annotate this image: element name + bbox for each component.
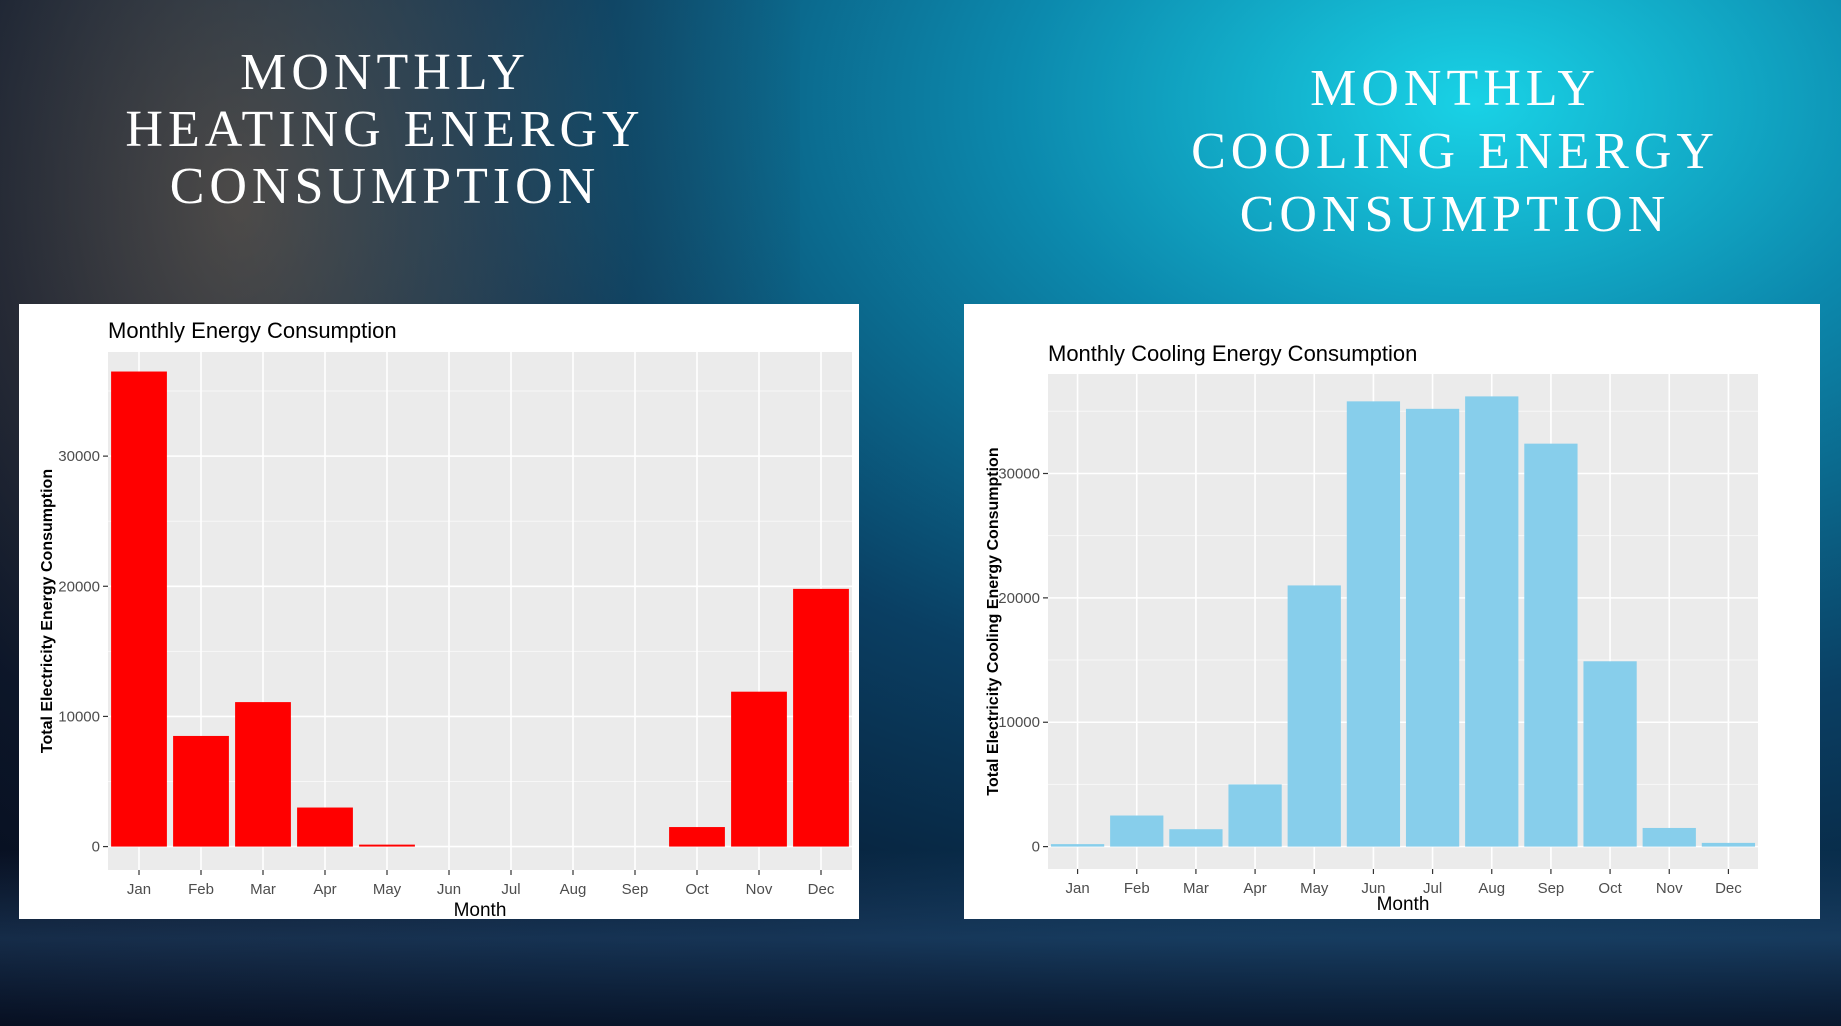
heating-x-tick-label: May [373, 881, 402, 898]
heating-y-tick-label: 10000 [58, 708, 100, 725]
cooling-x-tick-label: Dec [1715, 880, 1742, 897]
heating-chart-title: Monthly Energy Consumption [108, 318, 397, 343]
heating-x-axis-label: Month [454, 900, 507, 919]
cooling-bar-feb [1110, 815, 1164, 847]
heating-chart: Monthly Energy Consumption 0 10000 20000 300… [39, 318, 852, 921]
heating-bar-jan [111, 371, 167, 847]
heating-bar-oct [669, 827, 725, 847]
cooling-x-tick-label: Feb [1124, 880, 1150, 897]
heating-x-tick-label: Apr [313, 881, 336, 898]
cooling-title-line: CONSUMPTION [1239, 186, 1671, 243]
heating-x-tick-label: Jan [127, 881, 151, 898]
cooling-chart-title: Monthly Cooling Energy Consumption [1048, 341, 1417, 366]
cooling-x-tick-label: Jan [1065, 880, 1089, 897]
heating-plot-area [108, 352, 852, 870]
cooling-bar-jul [1405, 408, 1460, 847]
heating-chart-panel: Monthly Energy Consumption 0 10000 20000 300… [19, 304, 859, 921]
cooling-x-tick-label: Sep [1538, 880, 1565, 897]
cooling-x-tick-label: Aug [1478, 880, 1505, 897]
cooling-bar-mar [1169, 829, 1223, 847]
cooling-bar-nov [1642, 827, 1696, 847]
heating-title-line: MONTHLY [240, 44, 530, 101]
heating-x-tick-label: Jul [501, 881, 520, 898]
cooling-x-tick-label: Jun [1361, 880, 1385, 897]
cooling-chart: Monthly Cooling Energy Consumption 0 10000… [985, 341, 1758, 915]
cooling-y-tick-label: 20000 [998, 590, 1040, 607]
heating-x-tick-label: Feb [188, 881, 214, 898]
heating-x-tick-label: Jun [437, 881, 461, 898]
heating-bar-feb [173, 735, 229, 847]
cooling-title-line: MONTHLY [1310, 60, 1600, 117]
heating-bar-may [359, 844, 415, 847]
heating-bar-apr [297, 807, 353, 847]
heating-y-tick-label: 20000 [58, 578, 100, 595]
heating-title-line: HEATING ENERGY [125, 101, 645, 158]
heating-slide-title: MONTHLY HEATING ENERGY CONSUMPTION [80, 44, 690, 215]
cooling-x-tick-label: Apr [1243, 880, 1266, 897]
cooling-bar-sep [1524, 443, 1578, 847]
cooling-x-tick-label: Nov [1656, 880, 1683, 897]
heating-y-tick-label: 30000 [58, 448, 100, 465]
heating-y-axis-label: Total Electricity Energy Consumption [39, 469, 56, 753]
cooling-bar-oct [1583, 661, 1637, 847]
cooling-bar-dec [1701, 842, 1756, 847]
cooling-bar-may [1287, 585, 1341, 847]
heating-bar-nov [731, 691, 787, 847]
heating-y-tick-label: 0 [92, 839, 100, 856]
cooling-bar-jun [1346, 401, 1401, 847]
cooling-bar-apr [1228, 784, 1282, 847]
cooling-title-line: COOLING ENERGY [1191, 123, 1719, 180]
heating-x-tick-label: Oct [685, 881, 709, 898]
heating-title-line: CONSUMPTION [169, 158, 601, 215]
cooling-slide-title: MONTHLY COOLING ENERGY CONSUMPTION [1150, 57, 1760, 246]
heating-x-tick-label: Mar [250, 881, 276, 898]
cooling-y-tick-label: 30000 [998, 465, 1040, 482]
cooling-plot-area [1048, 374, 1758, 869]
cooling-x-tick-label: Oct [1598, 880, 1622, 897]
cooling-x-tick-label: Mar [1183, 880, 1209, 897]
heating-x-tick-label: Sep [622, 881, 649, 898]
cooling-y-tick-label: 0 [1032, 839, 1040, 856]
heating-x-tick-label: Aug [560, 881, 587, 898]
cooling-y-axis-label: Total Electricity Cooling Energy Consump… [985, 447, 1002, 795]
heating-bar-mar [235, 702, 291, 847]
cooling-bar-jan [1050, 844, 1105, 847]
heating-bar-dec [793, 588, 849, 847]
cooling-y-tick-label: 10000 [998, 714, 1040, 731]
cooling-x-tick-label: Jul [1423, 880, 1442, 897]
heating-x-tick-label: Nov [746, 881, 773, 898]
cooling-x-tick-label: May [1300, 880, 1329, 897]
cooling-bar-aug [1465, 396, 1519, 847]
heating-x-tick-label: Dec [808, 881, 835, 898]
cooling-chart-panel: Monthly Cooling Energy Consumption 0 10000… [964, 304, 1820, 919]
cooling-x-axis-label: Month [1377, 894, 1430, 915]
